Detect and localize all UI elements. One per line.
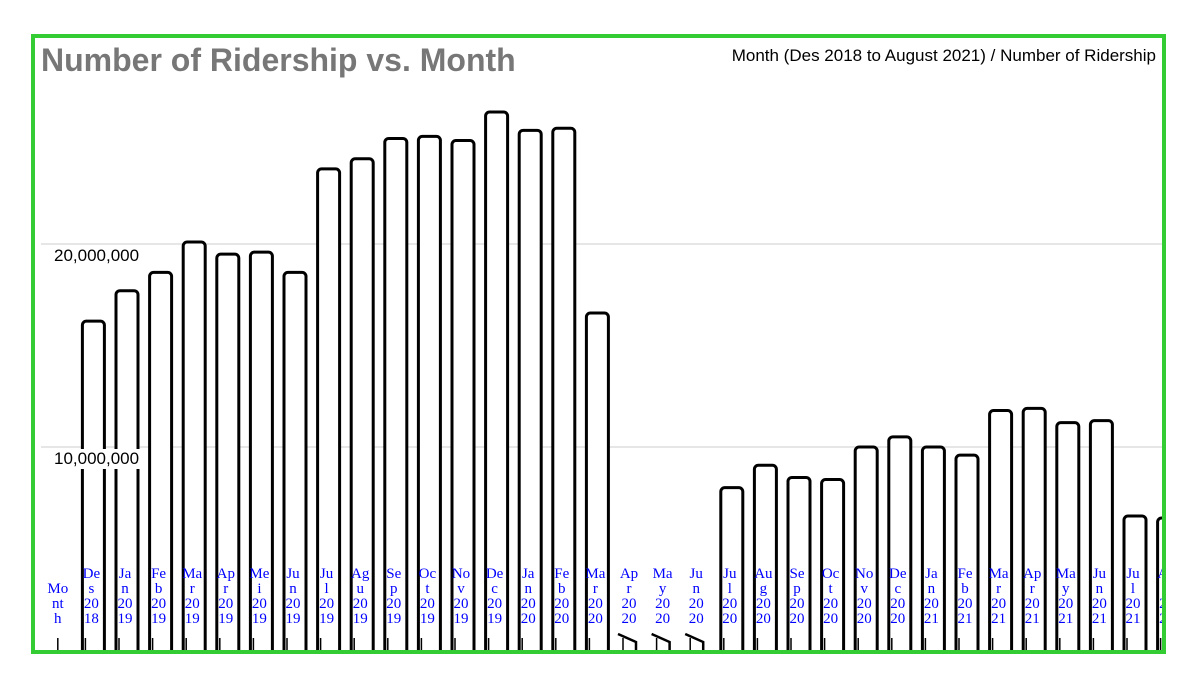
x-tick-label: Ap r 20 20 [620,566,638,627]
y-tick-label-20m: 20,000,000 [53,246,141,266]
bar-apr-2021 [1021,406,1047,650]
chart-title: Number of Ridership vs. Month [41,42,516,78]
bar-may-2021 [1055,421,1081,650]
x-tick-label: Ma r 20 19 [182,566,202,627]
x-tick-label: Fe b 20 19 [151,566,166,627]
x-tick-label: De c 20 20 [889,566,907,627]
bar-apr-2019 [215,252,241,650]
bar-jul-2020 [719,486,745,650]
bar-mar-2020 [584,311,610,650]
bar-jul-2021 [1122,514,1148,650]
x-tick-label: Fe b 20 21 [958,566,973,627]
bar-mar-2019 [181,240,207,650]
bar-feb-2019 [148,270,174,650]
bar-aug-2021 [1156,516,1162,650]
bar-des-2018 [80,319,106,650]
x-tick-label: Ap r 20 21 [1023,566,1041,627]
x-tick-label: Ma y 20 21 [1056,566,1076,627]
bar-apr-2020 [617,632,638,650]
x-tick-label: Au g 20 20 [754,566,773,627]
caption [31,657,1166,678]
x-tick-label: Ju n 20 20 [689,566,704,627]
bar-feb-2020 [551,126,577,650]
x-tick-label: Ja n 20 21 [924,566,939,627]
bar-oct-2019 [416,134,442,650]
x-tick-label: De s 20 18 [83,566,101,627]
bar-dec-2019 [484,110,510,650]
x-tick-label: Oc t 20 20 [822,566,840,627]
x-tick-label: Aug2021 [1157,566,1162,627]
x-tick-label: Ju n 20 21 [1092,566,1107,627]
x-tick-label: Me i 20 19 [249,566,269,627]
bar-jul-2019 [316,167,342,650]
bar-nov-2019 [450,138,476,650]
bar-mar-2021 [988,408,1014,650]
bar-jun-2021 [1088,419,1114,650]
x-tick-label: Ma r 20 21 [989,566,1009,627]
x-tick-label: Ja n 20 20 [521,566,536,627]
x-tick-label: Ma r 20 20 [585,566,605,627]
bar-oct-2020 [820,477,846,650]
x-tick-label: Se p 20 20 [790,566,805,627]
bar-jan-2020 [517,128,543,650]
x-tick-label: Ju l 20 21 [1126,566,1141,627]
bar-agu-2019 [349,157,375,650]
bar-aug-2020 [752,463,778,650]
x-tick-label: Ap r 20 19 [217,566,235,627]
bar-jun-2020 [684,632,705,650]
x-tick-label: Ag u 20 19 [351,566,370,627]
x-tick-label: Se p 20 19 [386,566,401,627]
x-tick-label: De c 20 19 [486,566,504,627]
y-tick-label-10m: 10,000,000 [53,449,141,469]
chart-subtitle: Month (Des 2018 to August 2021) / Number… [731,46,1156,65]
bar-jan-2019 [114,289,140,650]
x-tick-label: Fe b 20 20 [554,566,569,627]
bar-sep-2019 [383,136,409,650]
x-axis-title: Mo nt h [47,581,68,627]
bar-may-2020 [651,632,671,650]
x-tick-label: Ju l 20 20 [722,566,737,627]
x-tick-label: No v 20 19 [452,566,470,627]
x-tick-label: Ju n 20 19 [286,566,301,627]
bar-jan-2021 [920,445,946,650]
x-tick-label: Oc t 20 19 [419,566,437,627]
bar-nov-2020 [853,445,879,650]
chart-frame: Mo nt h De s 20 18 Ja n 20 19 Fe b 20 19 Ma r 20 19 Ap r 20 19… [31,34,1166,654]
bar-chart: Mo nt h De s 20 18 Ja n 20 19 Fe b 20 19 Ma r 20 19 Ap r 20 19… [41,110,1162,650]
x-tick-label: Ju l 20 19 [319,566,334,627]
bar-sep-2020 [786,475,812,650]
bar-jun-2019 [282,270,308,650]
bar-mei-2019 [248,250,274,650]
x-tick-label: Ma y 20 20 [653,566,673,627]
bar-dec-2020 [887,435,913,650]
x-tick-label: No v 20 20 [855,566,873,627]
bar-feb-2021 [954,453,980,650]
x-tick-label: Ja n 20 19 [118,566,133,627]
